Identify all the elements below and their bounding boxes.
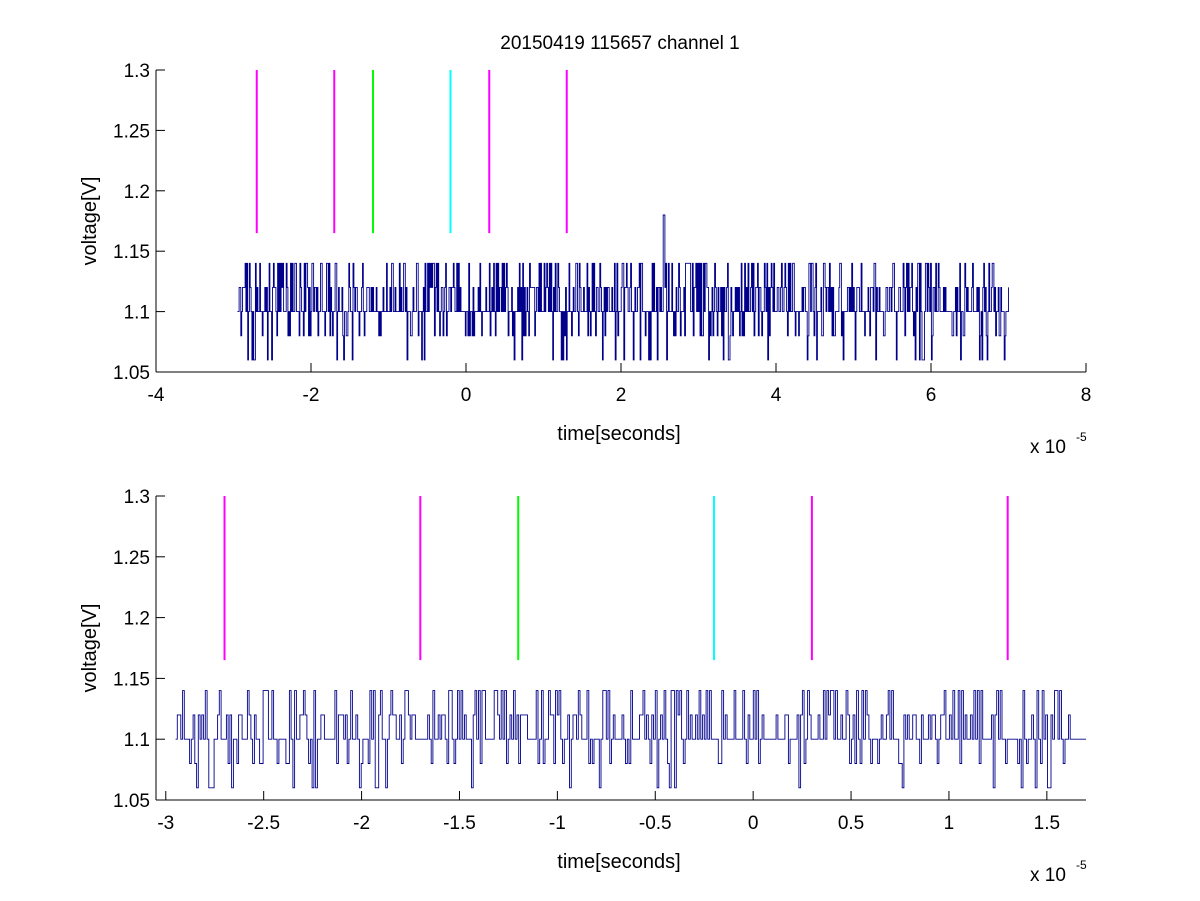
signal-line <box>175 690 1086 789</box>
x-tick-label: 2 <box>616 385 627 406</box>
x-tick-label: -1 <box>549 813 566 834</box>
x-tick-label: -2.5 <box>247 813 280 834</box>
x-tick-label: -3 <box>157 813 174 834</box>
y-tick-label: 1.1 <box>124 303 150 324</box>
bottom-panel: 1.05 1.1 1.15 1.2 1.25 1.3 -3 -2.5 -2 -1.5 -1 -0.5 0… <box>79 487 1087 886</box>
x-tick-label: -2 <box>353 813 370 834</box>
x-tick-label: 4 <box>771 385 782 406</box>
x-tick-label: -4 <box>148 385 165 406</box>
x-tick-label: 8 <box>1081 385 1092 406</box>
y-tick-label: 1.25 <box>113 121 150 142</box>
y-tick-label: 1.3 <box>124 61 150 82</box>
chart-title: 20150419 115657 channel 1 <box>500 33 740 54</box>
x-tick-label: -1.5 <box>443 813 476 834</box>
x-multiplier: x 10 <box>1030 865 1066 886</box>
y-tick-label: 1.25 <box>113 548 150 569</box>
x-multiplier: x 10 <box>1030 437 1066 458</box>
y-axis-label: voltage[V] <box>79 177 101 266</box>
x-tick-label: -0.5 <box>639 813 672 834</box>
x-axis-label: time[seconds] <box>557 423 680 445</box>
y-tick-label: 1.15 <box>113 669 150 690</box>
top-panel: 1.05 1.1 1.15 1.2 1.25 1.3 -4 -2 0 2 4 6 8 time[secon… <box>79 61 1091 458</box>
y-tick-label: 1.2 <box>124 609 150 630</box>
x-tick-label: 1 <box>944 813 955 834</box>
x-tick-label: -2 <box>303 385 320 406</box>
y-tick-label: 1.3 <box>124 487 150 508</box>
y-tick-label: 1.05 <box>113 363 150 384</box>
x-tick-label: 0.5 <box>838 813 864 834</box>
x-tick-label: 0 <box>748 813 759 834</box>
y-tick-label: 1.05 <box>113 791 150 812</box>
x-tick-label: 6 <box>926 385 937 406</box>
x-tick-label: 1.5 <box>1034 813 1060 834</box>
signal-line <box>237 214 1009 361</box>
x-multiplier-exponent: -5 <box>1076 430 1087 444</box>
y-axis-label: voltage[V] <box>79 604 101 693</box>
x-axis-label: time[seconds] <box>557 851 680 873</box>
y-tick-label: 1.2 <box>124 182 150 203</box>
y-tick-label: 1.15 <box>113 242 150 263</box>
x-tick-label: 0 <box>461 385 472 406</box>
y-tick-label: 1.1 <box>124 730 150 751</box>
x-multiplier-exponent: -5 <box>1076 858 1087 872</box>
